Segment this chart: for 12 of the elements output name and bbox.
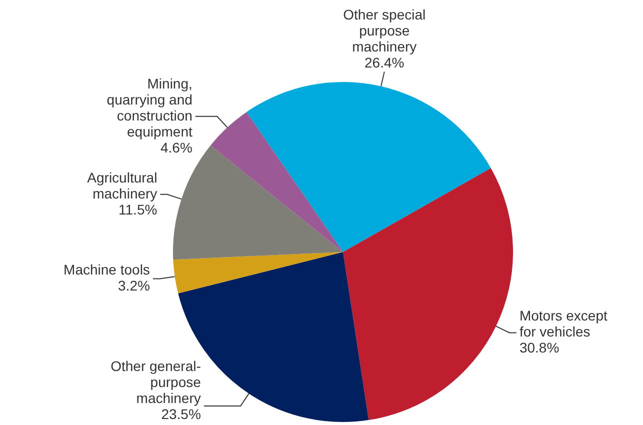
data-label: 4.6% [160, 139, 192, 156]
data-label: 3.2% [118, 278, 150, 294]
slice-label: Mining, quarrying and construction equipment [106, 75, 192, 140]
data-label: 23.5% [161, 406, 201, 422]
slice-label: Motors except for vehicles [519, 308, 608, 340]
slice-label: Machine tools [64, 262, 150, 278]
slice-label: Agricultural machinery [87, 169, 158, 202]
data-label: 11.5% [118, 201, 158, 218]
slice-label: Other special purpose machinery [343, 6, 426, 55]
data-label: 30.8% [519, 340, 560, 356]
slice-label: Other general-purpose machinery [110, 358, 202, 406]
data-label: 26.4% [364, 54, 404, 71]
